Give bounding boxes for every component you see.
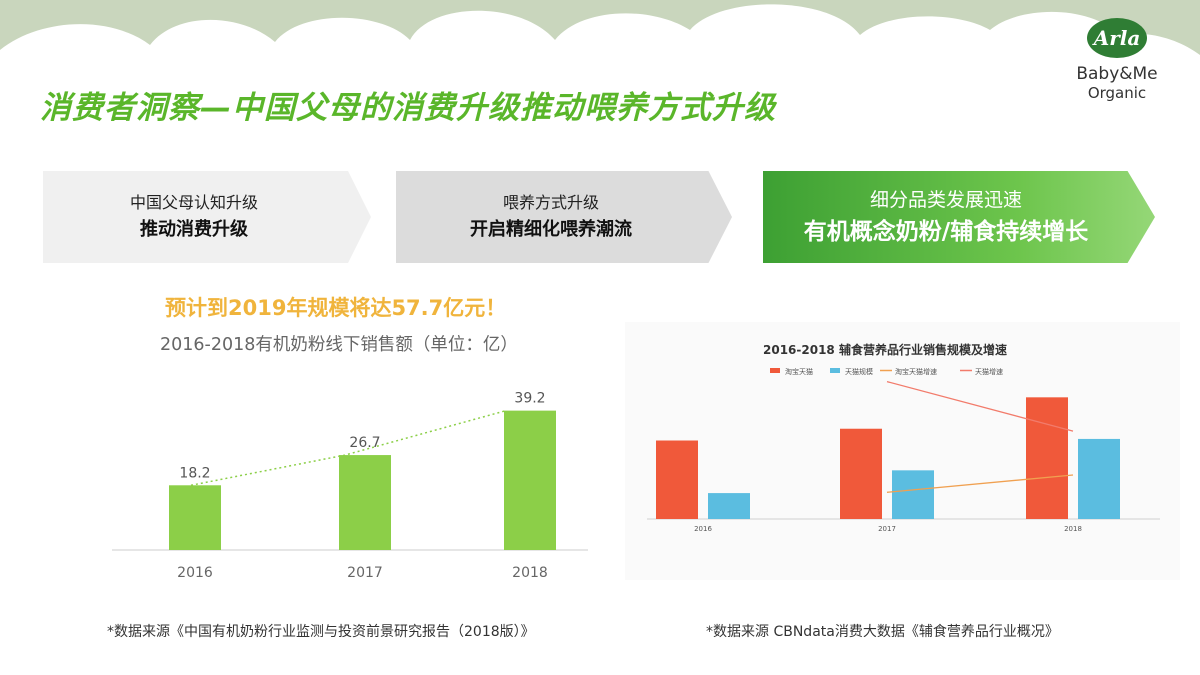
legend-label-1: 天猫规模 xyxy=(845,367,873,376)
legend-swatch-1 xyxy=(830,368,840,373)
baby-food-chart-panel: 2016-2018 辅食营养品行业销售规模及增速淘宝天猫 天猫规模 淘宝天猫增速 天猫… xyxy=(625,322,1180,580)
bar-天猫规模-2017 xyxy=(892,470,934,519)
cloud-shape xyxy=(0,0,1200,55)
step-arrow-segment-growth: 细分品类发展迅速 有机概念奶粉/辅食持续增长 xyxy=(763,171,1155,263)
x-tick-2017: 2017 xyxy=(347,565,383,581)
legend-label-2: 淘宝天猫增速 xyxy=(895,367,937,376)
step-arrow-subtitle: 细分品类发展迅速 xyxy=(869,189,1022,211)
bar-天猫规模-2016 xyxy=(708,493,750,519)
legend-label-0: 淘宝天猫 xyxy=(785,367,813,376)
bar-天猫规模-2018 xyxy=(1078,438,1120,519)
source-note-right: *数据来源 CBNdata消费大数据《辅食营养品行业概况》 xyxy=(706,624,1059,640)
step-arrow-subtitle: 中国父母认知升级 xyxy=(129,193,258,212)
step-arrow-heading: 推动消费升级 xyxy=(140,219,248,240)
step-arrow-feeding: 喂养方式升级 开启精细化喂养潮流 xyxy=(396,171,732,263)
slide-title: 消费者洞察—中国父母的消费升级推动喂养方式升级 xyxy=(40,90,776,126)
bar-淘宝天猫-2018 xyxy=(1026,397,1068,519)
data-label-2018: 39.2 xyxy=(514,391,545,407)
legend-label-3: 天猫增速 xyxy=(975,367,1003,376)
bar-2018 xyxy=(504,410,556,550)
cloud-header-background xyxy=(0,0,1200,110)
arla-logo: Arla Baby&Me Organic xyxy=(1058,18,1176,118)
x-tick-2017: 2017 xyxy=(878,525,896,533)
trend-line xyxy=(190,409,507,487)
source-note-left: *数据来源《中国有机奶粉行业监测与投资前景研究报告（2018版）》 xyxy=(107,624,535,640)
x-tick-2018: 2018 xyxy=(512,565,548,581)
x-tick-2018: 2018 xyxy=(1064,525,1082,533)
bar-2017 xyxy=(339,455,391,550)
growth-line-0 xyxy=(886,474,1074,493)
logo-organic-line: Organic xyxy=(1087,84,1147,102)
x-tick-2016: 2016 xyxy=(694,525,712,533)
step-arrow-cognition: 中国父母认知升级 推动消费升级 xyxy=(43,171,371,263)
growth-line-1 xyxy=(886,380,1074,432)
organic-milk-sales-chart: 18.2 2016 26.7 2017 39.2 2018 xyxy=(112,391,588,581)
bar-2016 xyxy=(169,485,221,550)
step-arrow-subtitle: 喂养方式升级 xyxy=(502,193,599,212)
x-tick-2016: 2016 xyxy=(177,565,213,581)
forecast-headline: 预计到2019年规模将达57.7亿元！ xyxy=(165,296,507,320)
logo-brand-line: Baby&Me xyxy=(1076,64,1158,84)
logo-badge: Arla xyxy=(1087,18,1147,58)
legend-swatch-0 xyxy=(770,368,780,373)
data-label-2016: 18.2 xyxy=(179,465,210,481)
bar-淘宝天猫-2016 xyxy=(656,440,698,519)
right-chart-title: 2016-2018 辅食营养品行业销售规模及增速 xyxy=(763,342,1007,357)
data-label-2017: 26.7 xyxy=(349,435,380,451)
step-arrow-heading: 开启精细化喂养潮流 xyxy=(470,219,632,240)
step-arrow-heading: 有机概念奶粉/辅食持续增长 xyxy=(803,219,1089,245)
left-chart-title: 2016-2018有机奶粉线下销售额（单位：亿） xyxy=(160,335,518,355)
bar-淘宝天猫-2017 xyxy=(840,428,882,519)
